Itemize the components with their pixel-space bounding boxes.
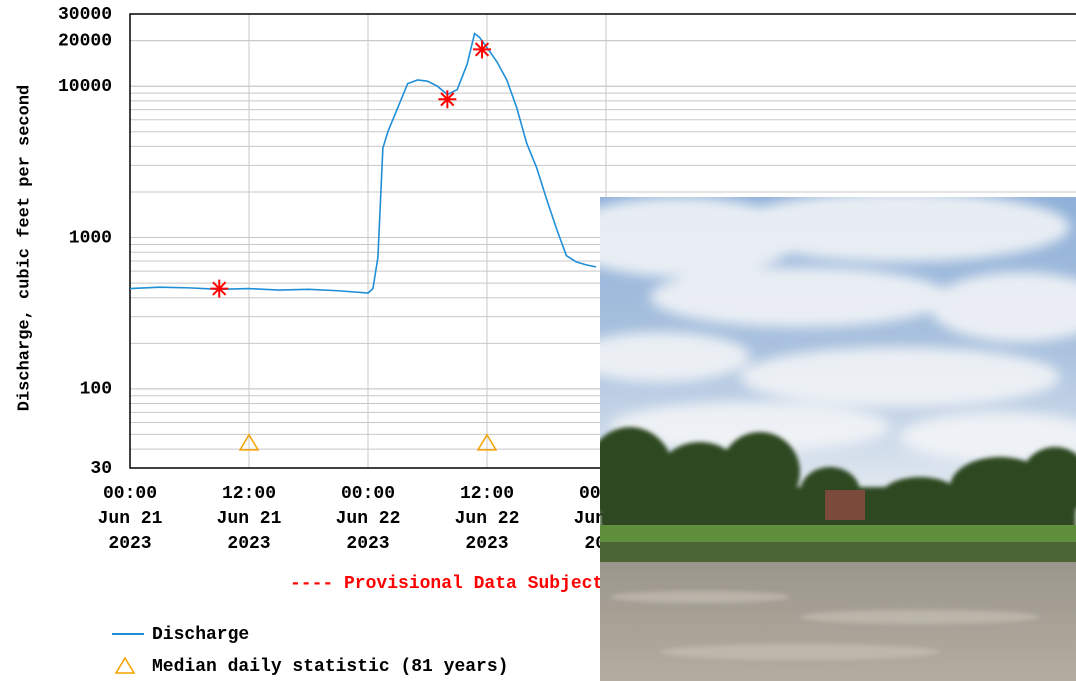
legend-label: Discharge xyxy=(152,625,249,645)
y-axis-label: Discharge, cubic feet per second xyxy=(15,85,34,411)
y-tick-label: 30 xyxy=(90,459,112,479)
y-tick-label: 10000 xyxy=(58,77,112,97)
measurement-marker xyxy=(438,90,456,108)
y-tick-label: 30000 xyxy=(58,5,112,25)
y-tick-label: 100 xyxy=(80,380,112,400)
x-tick-label: 00:00 Jun 22 2023 xyxy=(308,482,428,557)
y-tick-label: 1000 xyxy=(69,228,112,248)
discharge-line xyxy=(130,33,596,293)
page: Discharge, cubic feet per second ---- Pr… xyxy=(0,0,1076,681)
measurement-marker xyxy=(210,280,228,298)
y-tick-label: 20000 xyxy=(58,31,112,51)
x-tick-label: 12:00 Jun 21 2023 xyxy=(189,482,309,557)
legend-label: Median daily statistic (81 years) xyxy=(152,657,508,677)
photo xyxy=(600,197,1076,681)
legend-icon xyxy=(116,658,134,673)
x-tick-label: 00:00 Jun 21 2023 xyxy=(70,482,190,557)
x-tick-label: 12:00 Jun 22 2023 xyxy=(427,482,547,557)
measurement-marker xyxy=(473,40,491,58)
